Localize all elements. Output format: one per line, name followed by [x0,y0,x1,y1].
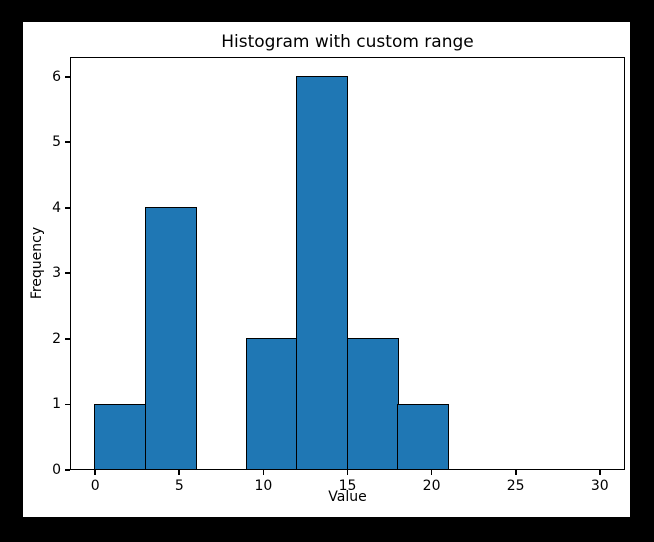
x-tick-label: 30 [590,478,609,494]
histogram-bar [296,75,349,470]
x-tick-label: 0 [90,478,100,494]
y-tick-mark [65,338,70,340]
x-tick-label: 10 [254,478,273,494]
x-tick-mark [430,470,433,475]
y-tick-label: 2 [52,330,61,347]
y-tick-mark [65,469,70,471]
x-tick-mark [346,470,349,475]
x-tick-label: 20 [422,478,441,494]
y-tick-label: 3 [52,265,61,282]
y-tick-label: 5 [52,134,61,151]
histogram-bar [245,338,298,470]
y-tick-mark [65,206,70,209]
plot-area [70,57,625,470]
x-tick-mark [514,470,517,475]
y-axis-label: Frequency [29,226,45,300]
y-tick-label: 6 [52,68,61,85]
x-tick-mark [94,470,97,475]
histogram-bar [94,403,147,470]
x-tick-mark [178,470,181,475]
chart-title: Histogram with custom range [221,32,474,52]
histogram-bar [397,403,450,470]
y-tick-mark [65,75,70,78]
y-tick-label: 4 [52,199,61,216]
x-axis-label: Value [328,489,367,505]
y-tick-label: 1 [52,396,61,413]
y-tick-label: 0 [52,462,61,478]
figure-canvas: Histogram with custom range 0 5 10 15 20 25 30… [23,22,630,517]
histogram-bar [144,206,197,470]
x-tick-label: 5 [174,478,184,494]
x-tick-label: 15 [338,478,357,494]
y-tick-mark [65,272,70,275]
y-tick-mark [65,141,70,144]
y-tick-mark [65,403,70,406]
x-tick-mark [598,470,601,475]
histogram-bar [346,338,399,470]
x-tick-mark [262,470,265,475]
x-tick-label: 25 [506,478,525,494]
